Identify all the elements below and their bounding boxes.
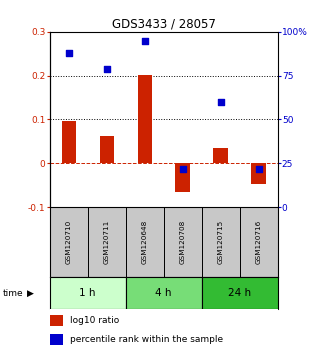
Text: GSM120711: GSM120711 (104, 220, 110, 264)
Point (142, 38, 147, 44)
Bar (202, 277, 278, 309)
Bar (126, 277, 202, 309)
Text: log10 ratio: log10 ratio (70, 316, 119, 325)
Text: 4 h: 4 h (155, 288, 172, 298)
Point (66, 50, 71, 56)
Bar (164, 207, 202, 277)
Text: time: time (3, 289, 24, 298)
Bar (50, 277, 126, 309)
Text: GSM120710: GSM120710 (66, 220, 72, 264)
Text: percentile rank within the sample: percentile rank within the sample (70, 335, 223, 344)
Bar (137, 75, 152, 163)
Bar (62, 121, 76, 163)
Title: GDS3433 / 28057: GDS3433 / 28057 (112, 18, 216, 31)
Text: GSM120716: GSM120716 (256, 220, 262, 264)
Bar (100, 136, 114, 163)
Text: GSM120708: GSM120708 (180, 220, 186, 264)
Point (218, 99, 223, 105)
Point (180, 166, 185, 171)
Bar (251, 163, 266, 184)
Point (104, 66, 109, 72)
Text: 1 h: 1 h (80, 288, 96, 298)
Point (256, 166, 261, 171)
Bar (50, 315, 64, 326)
Bar (126, 207, 164, 277)
Bar (213, 148, 228, 163)
Bar (50, 334, 64, 346)
Bar (240, 207, 278, 277)
Text: GSM120715: GSM120715 (218, 220, 224, 264)
Bar (50, 207, 88, 277)
Bar (176, 163, 190, 192)
Bar (202, 207, 240, 277)
Bar (88, 207, 126, 277)
Text: GSM120648: GSM120648 (142, 220, 148, 264)
Text: ▶: ▶ (27, 289, 34, 298)
Text: 24 h: 24 h (228, 288, 251, 298)
